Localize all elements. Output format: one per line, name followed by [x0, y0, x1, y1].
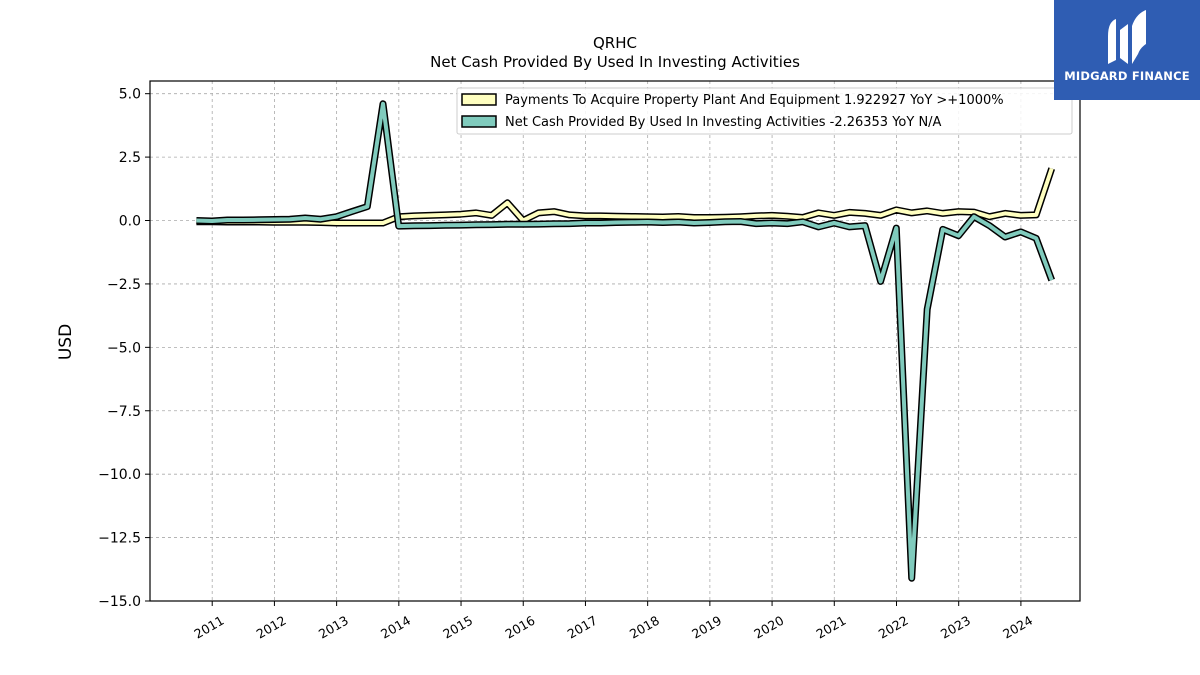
y-tick-label: −15.0 [98, 594, 141, 610]
x-tick-label: 2012 [254, 613, 289, 642]
y-axis: 5.0 2.5 0.0 −2.5 −5.0 −7.5 −10.0 −12.5 −15.0 [98, 87, 150, 610]
legend: Payments To Acquire Property Plant And E… [456, 87, 1073, 135]
x-tick-label: 2017 [565, 613, 600, 642]
x-tick-label: 2013 [316, 613, 351, 642]
y-axis-label: USD [56, 324, 76, 360]
x-tick-label: 2020 [751, 613, 786, 642]
y-tick-label: −12.5 [98, 531, 141, 547]
y-tick-label: 5.0 [119, 87, 141, 103]
legend-swatch-investing [461, 115, 497, 128]
x-tick-label: 2019 [689, 613, 724, 642]
legend-swatch-capex [461, 93, 497, 106]
y-tick-label: 2.5 [119, 150, 141, 166]
x-tick-label: 2014 [378, 613, 413, 642]
chart-title: QRHC [593, 34, 637, 52]
x-tick-label: 2023 [938, 613, 973, 642]
series-line-investing [196, 101, 1054, 581]
x-tick-label: 2022 [876, 613, 911, 642]
y-tick-label: −10.0 [98, 467, 141, 483]
y-tick-label: −2.5 [107, 277, 141, 293]
series-layer [196, 100, 1056, 582]
x-tick-label: 2015 [440, 613, 475, 642]
x-tick-label: 2016 [502, 613, 537, 642]
legend-box [456, 87, 1073, 135]
x-tick-label: 2021 [814, 613, 849, 642]
legend-label-investing: Net Cash Provided By Used In Investing A… [505, 115, 942, 130]
y-tick-label: 0.0 [119, 214, 141, 230]
y-tick-label: −7.5 [107, 404, 141, 420]
plot-frame [149, 80, 1081, 602]
brand-logo: MIDGARD FINANCE [1054, 0, 1200, 100]
x-tick-label: 2018 [627, 613, 662, 642]
y-tick-label: −5.0 [107, 340, 141, 356]
x-axis: 2011 2012 2013 2014 2015 2016 2017 2018 2019 2020… [191, 601, 1035, 642]
midgard-logo-icon [1108, 10, 1146, 64]
x-tick-label: 2024 [1000, 613, 1035, 642]
x-tick-label: 2011 [191, 613, 226, 642]
chart-subtitle: Net Cash Provided By Used In Investing A… [430, 53, 800, 71]
grid [150, 81, 1080, 602]
series-line-capex [196, 167, 1054, 225]
legend-label-capex: Payments To Acquire Property Plant And E… [505, 93, 1004, 108]
brand-name: MIDGARD FINANCE [1064, 69, 1190, 83]
